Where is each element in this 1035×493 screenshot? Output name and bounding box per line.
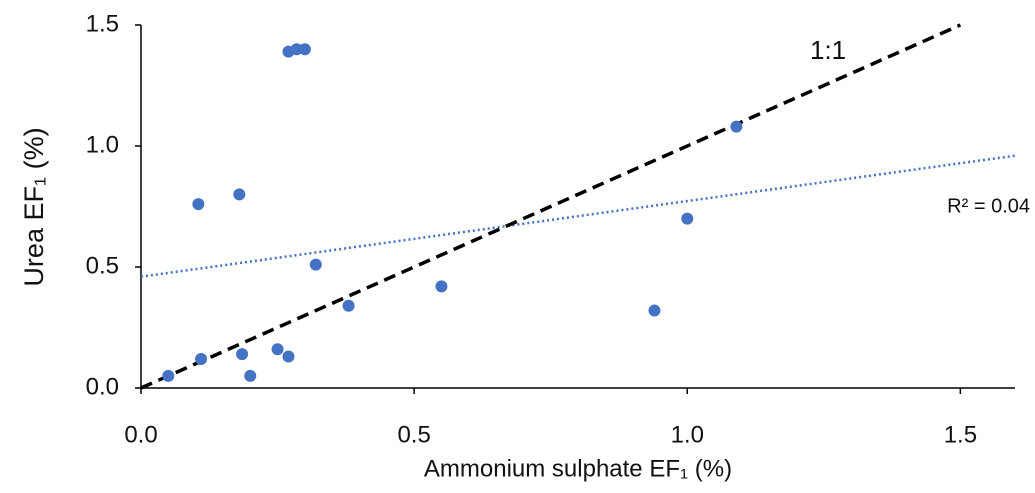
- x-tick-label: 1.0: [671, 421, 704, 448]
- point: [162, 369, 175, 382]
- point: [271, 343, 284, 356]
- point: [648, 304, 661, 317]
- x-tick-label: 0.0: [124, 421, 157, 448]
- point: [435, 280, 448, 293]
- y-tick-label: 1.0: [86, 131, 119, 158]
- point: [730, 120, 743, 133]
- trendline: [140, 154, 1016, 278]
- point: [342, 299, 355, 312]
- y-axis-label: Urea EF₁ (%): [19, 127, 49, 286]
- point: [233, 188, 246, 201]
- point: [282, 350, 295, 363]
- point: [192, 198, 205, 211]
- reference-line: [140, 23, 962, 390]
- r2-label: R² = 0.04: [947, 195, 1030, 217]
- point: [236, 348, 249, 361]
- y-tick-label: 0.5: [86, 252, 119, 279]
- x-tick-label: 0.5: [397, 421, 430, 448]
- point: [244, 369, 257, 382]
- y-tick-label: 0.0: [86, 373, 119, 400]
- y-tick-label: 1.5: [86, 10, 119, 37]
- point: [195, 352, 208, 365]
- reference-label: 1:1: [810, 35, 846, 65]
- x-axis-label: Ammonium sulphate EF₁ (%): [424, 455, 732, 482]
- x-tick-label: 1.5: [944, 421, 977, 448]
- point: [298, 43, 311, 56]
- point: [681, 212, 694, 225]
- point: [309, 258, 322, 271]
